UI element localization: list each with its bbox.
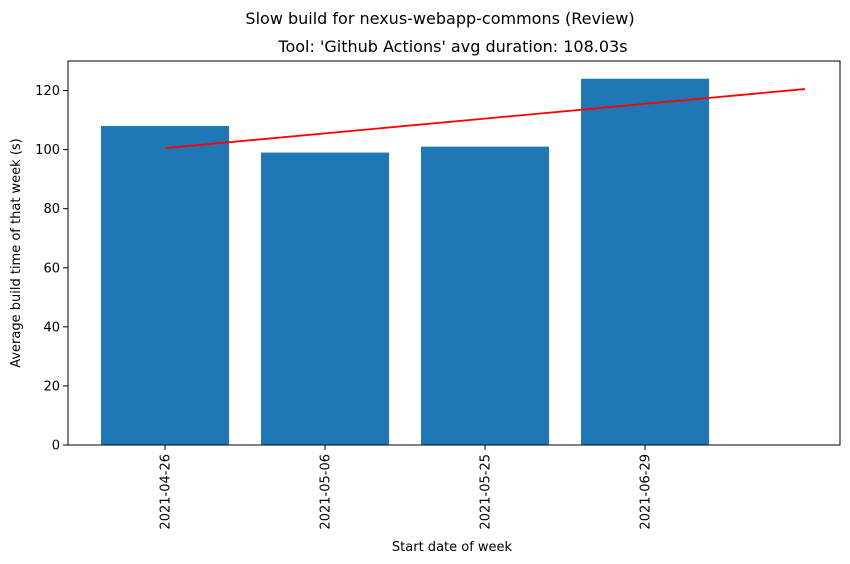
y-tick-label-40: 40: [43, 320, 60, 335]
trend-line: [164, 88, 806, 150]
plot-frame: [67, 60, 841, 446]
bars-group: [101, 78, 709, 446]
chart-title: Tool: 'Github Actions' avg duration: 108…: [277, 37, 627, 56]
y-tick-label-80: 80: [43, 202, 60, 217]
y-tick-label-120: 120: [35, 84, 60, 99]
bar-2021-04-26: [101, 125, 229, 445]
bar-2021-05-06: [261, 152, 389, 446]
y-tick-label-60: 60: [43, 261, 60, 276]
x-tick-label-2021-06-29: 2021-06-29: [639, 454, 654, 530]
bar-2021-05-25: [421, 146, 549, 445]
x-axis: 2021-04-26 2021-05-06 2021-05-25 2021-06-29: [159, 445, 654, 530]
x-tick-label-2021-04-26: 2021-04-26: [159, 454, 174, 530]
y-tick-label-100: 100: [35, 143, 60, 158]
x-tick-label-2021-05-25: 2021-05-25: [479, 454, 494, 530]
bar-2021-06-29: [581, 78, 709, 445]
y-axis-label: Average build time of that week (s): [9, 138, 24, 368]
trend-line-group: [164, 88, 806, 150]
y-tick-label-20: 20: [43, 379, 60, 394]
x-axis-label: Start date of week: [392, 540, 513, 555]
y-axis: 0 20 40 60 80 100 120: [35, 84, 68, 454]
x-tick-label-2021-05-06: 2021-05-06: [319, 454, 334, 530]
chart-suptitle: Slow build for nexus-webapp-commons (Rev…: [245, 9, 634, 28]
y-tick-label-0: 0: [52, 439, 60, 454]
